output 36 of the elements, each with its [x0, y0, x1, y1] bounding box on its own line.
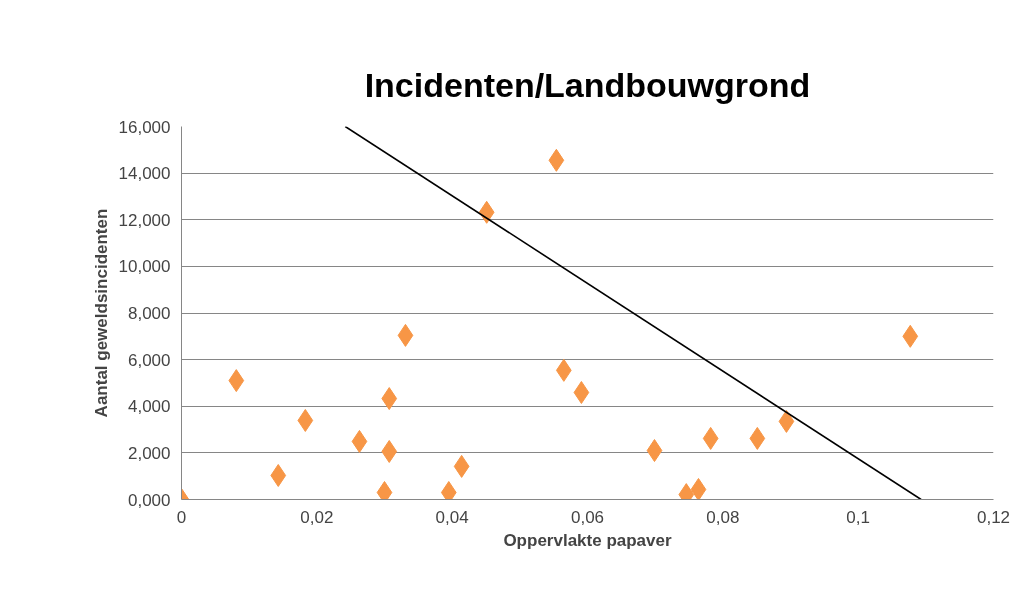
- y-tick-label: 2,000: [127, 443, 171, 463]
- point: [381, 387, 398, 411]
- y-tick-label: 8,000: [127, 304, 171, 323]
- point: [228, 369, 245, 393]
- point: [381, 439, 398, 463]
- x-tick-label: 0: [176, 507, 187, 527]
- y-tick-label: 0,000: [127, 490, 171, 510]
- y-tick-label: 4,000: [127, 397, 171, 417]
- x-tick-label: 0,12: [976, 507, 1011, 527]
- point: [351, 429, 368, 453]
- point: [397, 323, 414, 347]
- point: [453, 454, 470, 478]
- point: [555, 358, 572, 382]
- y-tick-label: 16,000: [118, 117, 171, 137]
- point: [902, 324, 919, 348]
- y-axis-title: Aantal geweldsincidenten: [91, 208, 111, 418]
- y-tick-label: 12,000: [118, 210, 171, 230]
- x-tick-label: 0,04: [435, 507, 469, 527]
- y-tick-label: 6,000: [127, 350, 171, 370]
- y-tick-label: 14,000: [118, 164, 171, 184]
- point: [778, 409, 795, 433]
- point: [270, 463, 287, 487]
- chart-title: Incidenten/Landbouwgrond: [364, 66, 811, 104]
- point: [749, 426, 766, 450]
- point: [548, 148, 565, 172]
- point: [690, 477, 707, 500]
- y-tick-label: 10,000: [118, 257, 171, 277]
- x-tick-label: 0,1: [846, 507, 870, 527]
- point: [297, 408, 314, 432]
- point: [646, 439, 663, 463]
- x-axis-title: Oppervlakte papaver: [503, 530, 672, 550]
- x-tick-label: 0,08: [706, 507, 740, 527]
- x-tick-label: 0,06: [570, 507, 605, 527]
- point: [573, 381, 590, 404]
- x-tick-label: 0,02: [300, 507, 334, 527]
- point: [702, 426, 719, 450]
